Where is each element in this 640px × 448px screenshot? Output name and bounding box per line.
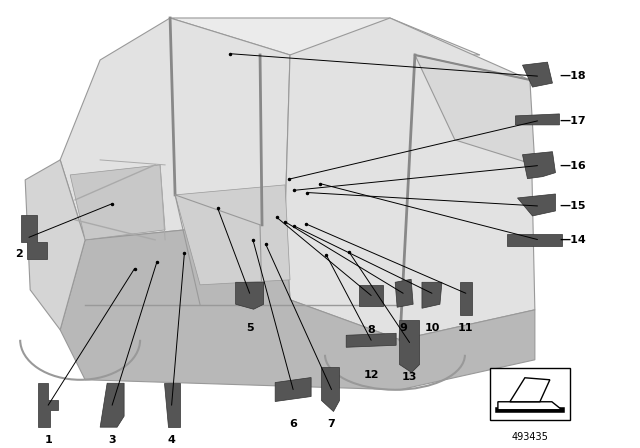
Text: 13: 13 <box>402 372 417 383</box>
Text: 6: 6 <box>289 419 297 430</box>
Polygon shape <box>285 18 535 340</box>
Polygon shape <box>518 194 556 216</box>
Text: —14: —14 <box>559 235 586 245</box>
Polygon shape <box>170 18 480 55</box>
Polygon shape <box>460 282 472 315</box>
Polygon shape <box>100 383 124 427</box>
Polygon shape <box>399 320 420 372</box>
Polygon shape <box>21 215 47 259</box>
Polygon shape <box>236 282 264 309</box>
Text: 2: 2 <box>15 249 23 259</box>
Text: 8: 8 <box>367 325 375 336</box>
Text: 4: 4 <box>168 435 175 445</box>
Polygon shape <box>510 378 550 402</box>
Polygon shape <box>275 378 311 401</box>
Polygon shape <box>415 55 535 165</box>
Polygon shape <box>321 367 339 412</box>
Text: 1: 1 <box>44 435 52 445</box>
Text: 10: 10 <box>424 323 440 333</box>
Polygon shape <box>60 220 535 390</box>
Polygon shape <box>522 152 556 179</box>
Text: —18: —18 <box>559 71 586 81</box>
Polygon shape <box>175 185 290 285</box>
Text: —16: —16 <box>559 161 586 171</box>
Text: 11: 11 <box>458 323 474 333</box>
Text: —15: —15 <box>559 201 586 211</box>
Polygon shape <box>164 383 180 427</box>
Polygon shape <box>515 114 559 125</box>
Text: 12: 12 <box>364 370 379 380</box>
Text: —17: —17 <box>559 116 586 126</box>
Polygon shape <box>422 282 442 308</box>
Polygon shape <box>346 333 396 347</box>
Polygon shape <box>38 383 58 427</box>
Text: 3: 3 <box>108 435 116 445</box>
Polygon shape <box>498 402 562 410</box>
Text: 7: 7 <box>328 419 335 430</box>
Polygon shape <box>70 165 165 240</box>
Text: 9: 9 <box>399 323 407 333</box>
Polygon shape <box>395 279 413 307</box>
Text: 493435: 493435 <box>511 432 548 442</box>
FancyBboxPatch shape <box>490 368 570 420</box>
Text: 5: 5 <box>246 323 253 333</box>
Polygon shape <box>60 18 290 240</box>
Polygon shape <box>359 284 383 306</box>
Polygon shape <box>25 160 85 330</box>
Polygon shape <box>522 62 552 87</box>
Polygon shape <box>508 233 563 246</box>
